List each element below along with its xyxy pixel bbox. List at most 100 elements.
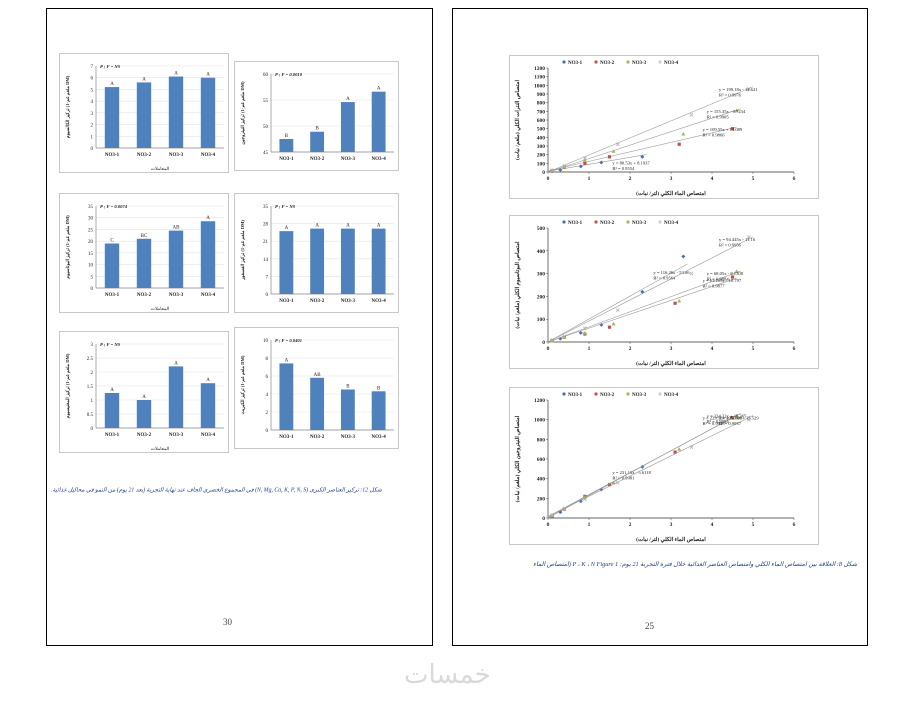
left-page-number: 30	[223, 617, 232, 627]
trendline	[547, 415, 754, 517]
bar	[104, 87, 120, 148]
bar	[279, 363, 294, 430]
y-tick-label: 0	[91, 147, 94, 152]
x-tick-label: 4	[711, 176, 714, 182]
significance-letter: A	[315, 224, 319, 229]
y-tick-label: 4	[91, 100, 94, 105]
y-tick-label: 200	[537, 294, 546, 300]
data-point	[673, 301, 677, 305]
y-axis-label: تركيز النيتروجين (ملغم غم-1 DM)	[240, 81, 246, 145]
x-tick-label: 0	[547, 176, 550, 182]
x-tick-label: 5	[752, 176, 755, 182]
y-tick-label: 14	[263, 258, 269, 263]
bar	[136, 82, 152, 148]
data-point	[562, 164, 567, 168]
scatter-chart-3: 0 200 400 600 800 1000 1200 0 1 2 3 4 5 6 NO3-1 NO3-2 NO…	[509, 387, 819, 545]
trend-equation: y = 199.18x - 12.621	[719, 87, 758, 92]
x-tick-label: 2	[629, 176, 632, 182]
legend-entry: NO3-2	[600, 393, 615, 398]
y-tick-label: 25	[88, 228, 94, 233]
bar	[371, 391, 386, 430]
data-point	[550, 168, 554, 173]
r-squared: R² = 0.9976	[719, 92, 742, 97]
bar	[200, 221, 216, 288]
data-point	[689, 112, 694, 117]
x-tick-label: 3	[670, 522, 673, 528]
bar-chart-2: 45 50 55 60 B NO3-1 B NO3-2 A NO3-3 A NO3-4 P ; F = …	[234, 61, 399, 171]
bar	[104, 393, 120, 428]
trend-equation: y = 63.209x - 10.797	[703, 278, 742, 283]
r-squared: R² = 0.9984	[707, 419, 730, 424]
category-label: NO3-3	[169, 433, 184, 438]
x-tick-label: 6	[793, 176, 796, 182]
significance-letter: A	[174, 361, 178, 366]
x-tick-label: 2	[629, 522, 632, 528]
y-tick-label: 50	[263, 125, 269, 130]
category-label: NO3-2	[137, 153, 152, 158]
data-point	[734, 108, 739, 113]
legend-marker	[562, 220, 566, 224]
y-tick-label: 0	[91, 427, 94, 432]
legend-entry: NO3-3	[632, 61, 647, 66]
significance-letter: A	[206, 216, 210, 221]
data-point	[640, 154, 645, 159]
trendline	[547, 413, 741, 518]
y-tick-label: 300	[537, 272, 546, 278]
bar-chart-1: 0 1 2 3 4 5 6 7 A NO3-1 A NO3-2 A NO3-3 A NO3-4 P ; F = …	[59, 53, 229, 173]
y-tick-label: 0	[91, 287, 94, 292]
trend-equation: y = 109.55x + 13.089	[703, 127, 743, 132]
r-squared: R² = 0.9937	[719, 421, 742, 426]
data-point	[562, 506, 567, 511]
x-axis-label: المعاملات	[151, 446, 169, 451]
x-tick-label: 1	[588, 522, 591, 528]
significance-letter: A	[285, 358, 289, 363]
y-tick-label: 400	[537, 477, 546, 483]
y-axis-label: تركيز البوتاسيوم (ملغم غم-1 DM)	[65, 215, 71, 279]
category-label: NO3-2	[310, 435, 325, 440]
bar	[136, 238, 152, 288]
trend-equation: y = 205.34x + 15.529	[719, 416, 759, 421]
trend-equation: y = 224.32x + 10.365	[707, 413, 747, 418]
x-axis-label: امتصاص الماء الكلي (لتر/ نبات)	[636, 536, 706, 543]
x-tick-label: 2	[629, 346, 632, 352]
y-axis-label: امتصاص النترات الكلي (ملغم/ نبات)	[514, 80, 521, 160]
bar	[340, 102, 355, 152]
data-point	[607, 155, 612, 159]
data-point	[611, 149, 616, 153]
category-label: NO3-3	[169, 153, 184, 158]
y-tick-label: 15	[88, 252, 94, 257]
data-point	[550, 338, 555, 343]
significance-letter: A	[142, 77, 146, 82]
y-tick-label: 1100	[534, 75, 545, 81]
category-label: NO3-3	[341, 299, 356, 304]
significance-letter: A	[285, 226, 289, 231]
category-label: NO3-1	[105, 293, 120, 298]
category-label: NO3-2	[137, 293, 152, 298]
y-tick-label: 1200	[534, 398, 545, 404]
data-point	[607, 325, 612, 329]
category-label: NO3-1	[105, 153, 120, 158]
x-tick-label: 4	[711, 522, 714, 528]
bar	[104, 243, 120, 288]
y-tick-label: 100	[537, 317, 546, 323]
legend-entry: NO3-2	[600, 221, 615, 226]
y-tick-label: 0	[266, 429, 269, 434]
data-point	[583, 156, 587, 161]
trend-equation: y = 155.35x - 0.7234	[707, 109, 746, 114]
legend-marker	[626, 220, 630, 224]
y-tick-label: 3	[91, 112, 94, 117]
category-label: NO3-1	[279, 299, 294, 304]
y-tick-label: 600	[537, 118, 546, 124]
significance-letter: AB	[314, 373, 322, 378]
r-squared: R² = 0.9981	[612, 476, 635, 481]
significance-letter: A	[110, 388, 114, 393]
category-label: NO3-2	[310, 299, 325, 304]
data-point	[677, 142, 681, 146]
y-tick-label: 1000	[534, 418, 545, 424]
y-tick-label: 35	[263, 205, 269, 210]
y-tick-label: 6	[91, 77, 94, 82]
category-label: NO3-4	[201, 433, 216, 438]
data-point	[615, 142, 620, 147]
data-point	[562, 335, 567, 340]
legend-marker	[626, 60, 630, 64]
